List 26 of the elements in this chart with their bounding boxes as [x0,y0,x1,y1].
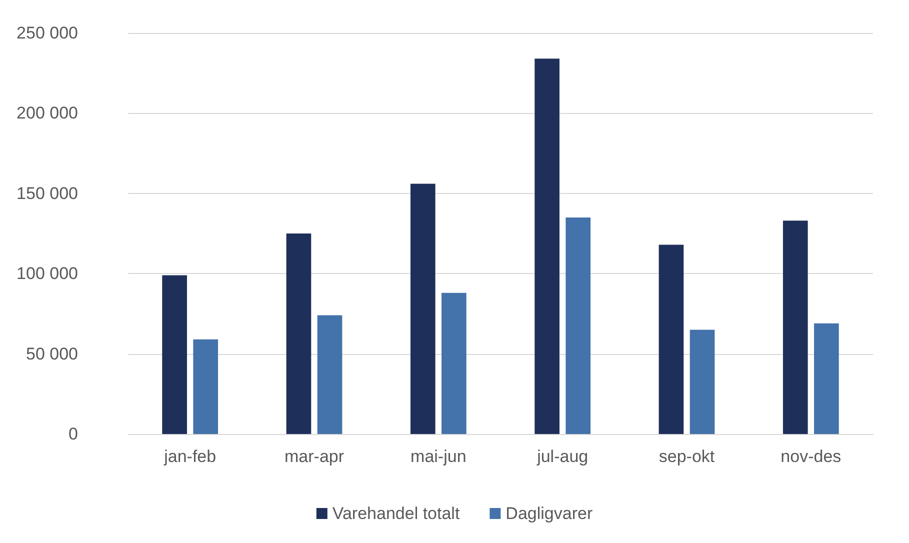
y-tick-label: 100 000 [16,264,78,284]
legend-label: Varehandel totalt [332,504,460,523]
bar [690,330,715,434]
bar [814,323,839,434]
y-tick-label: 250 000 [16,24,78,42]
x-tick-label: mar-apr [284,447,344,466]
x-tick-label: mai-jun [410,447,466,466]
bar [782,220,808,434]
bar [658,244,684,434]
y-tick-label: 50 000 [26,344,78,364]
x-tick-label: jan-feb [163,447,216,466]
y-tick-label: 200 000 [16,104,78,123]
bar [193,339,218,434]
bar [162,275,187,434]
bar [317,315,342,434]
legend-label: Dagligvarer [506,504,593,523]
x-tick-label: sep-okt [658,447,715,466]
bar [534,58,560,434]
x-tick-label: nov-des [780,447,842,466]
bar [410,184,436,434]
y-tick-label: 0 [68,424,78,444]
bar [442,292,466,434]
y-tick-label: 150 000 [16,184,78,203]
bar [566,217,591,434]
x-tick-label: jul-aug [536,447,588,466]
bar [286,234,312,434]
